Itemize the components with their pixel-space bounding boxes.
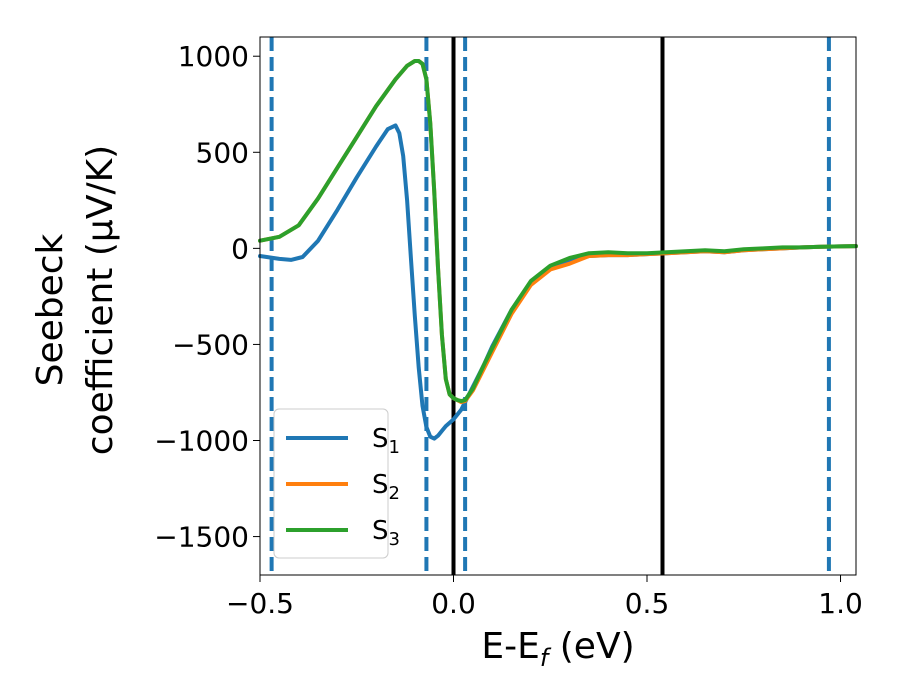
series-lines [258, 59, 858, 441]
x-tick-label: 0.0 [431, 587, 476, 620]
series-line-S3 [258, 59, 858, 404]
x-tick-label: 1.0 [818, 587, 863, 620]
legend-label-S2: S2 [372, 470, 400, 504]
y-axis-label-line1: Seebeck [30, 233, 71, 386]
y-tick-label: 1000 [178, 40, 249, 73]
y-axis-label: Seebeck coefficient (μV/K) [30, 145, 121, 455]
plot-frame [259, 36, 857, 576]
y-tick-label: −500 [172, 328, 249, 361]
x-axis-ticks: −0.5 0.0 0.5 1.0 [226, 575, 863, 620]
x-tick-label: −0.5 [226, 587, 294, 620]
y-tick-label: −1000 [154, 425, 249, 458]
y-axis-label-line2: coefficient (μV/K) [80, 145, 121, 455]
legend-label-S3: S3 [372, 516, 400, 550]
legend-label-S1: S1 [372, 424, 400, 458]
y-tick-label: 500 [196, 136, 249, 169]
y-axis-ticks: −1500 −1000 −500 0 500 1000 [154, 40, 260, 554]
legend: S1 S2 S3 [273, 408, 400, 559]
y-tick-label: 0 [231, 232, 249, 265]
reference-lines [269, 37, 831, 575]
x-tick-label: 0.5 [625, 587, 670, 620]
y-tick-label: −1500 [154, 521, 249, 554]
x-axis-label: E-Ef (eV) [481, 626, 634, 672]
